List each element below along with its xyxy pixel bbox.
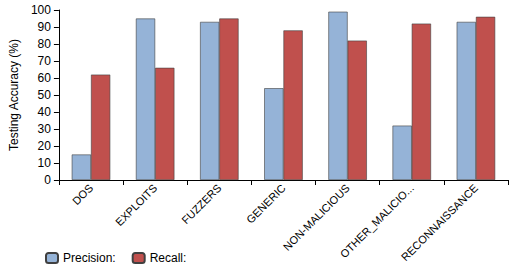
svg-text:Precision:: Precision: — [63, 251, 116, 265]
svg-text:40: 40 — [38, 105, 52, 119]
svg-text:0: 0 — [44, 173, 51, 187]
svg-text:Recall:: Recall: — [150, 251, 187, 265]
svg-text:50: 50 — [38, 88, 52, 102]
svg-text:10: 10 — [38, 156, 52, 170]
svg-text:NON-MALICIOUS: NON-MALICIOUS — [281, 182, 352, 253]
svg-text:90: 90 — [38, 20, 52, 34]
svg-text:70: 70 — [38, 54, 52, 68]
svg-text:100: 100 — [31, 3, 51, 17]
svg-text:30: 30 — [38, 122, 52, 136]
svg-text:DOS: DOS — [70, 182, 95, 207]
svg-text:GENERIC: GENERIC — [244, 182, 288, 226]
svg-text:80: 80 — [38, 37, 52, 51]
svg-text:60: 60 — [38, 71, 52, 85]
svg-text:OTHER_MALICIO...: OTHER_MALICIO... — [337, 181, 416, 261]
svg-text:RECONNAISSANCE: RECONNAISSANCE — [399, 182, 480, 263]
svg-text:Testing Accuracy (%): Testing Accuracy (%) — [7, 39, 21, 151]
svg-text:20: 20 — [38, 139, 52, 153]
svg-text:EXPLOITS: EXPLOITS — [113, 182, 159, 228]
svg-text:FUZZERS: FUZZERS — [179, 182, 223, 226]
